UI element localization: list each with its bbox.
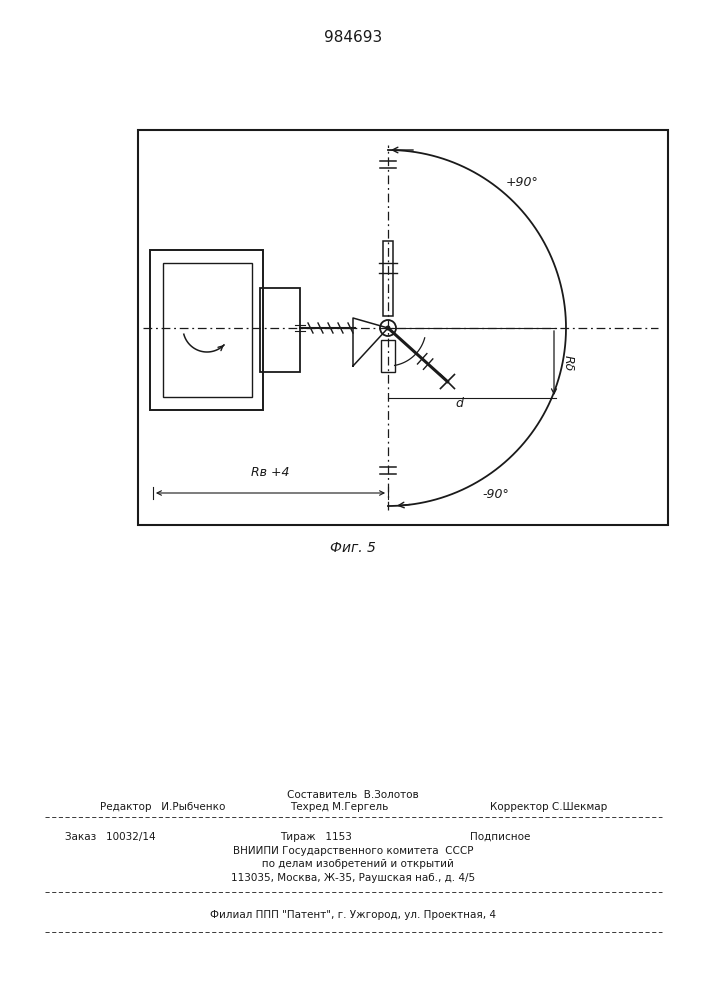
Text: Филиал ППП "Патент", г. Ужгород, ул. Проектная, 4: Филиал ППП "Патент", г. Ужгород, ул. Про…: [210, 910, 496, 920]
Bar: [163, 263, 252, 397]
Text: -90°: -90°: [482, 488, 509, 501]
Bar: [138, 130, 668, 525]
Text: d: d: [455, 397, 463, 410]
Text: Редактор   И.Рыбченко: Редактор И.Рыбченко: [100, 802, 226, 812]
Text: +90°: +90°: [506, 176, 538, 189]
Text: 113035, Москва, Ж-35, Раушская наб., д. 4/5: 113035, Москва, Ж-35, Раушская наб., д. …: [231, 873, 475, 883]
Text: ВНИИПИ Государственного комитета  СССР: ВНИИПИ Государственного комитета СССР: [233, 846, 473, 856]
Text: Подписное: Подписное: [470, 832, 530, 842]
Text: Тираж   1153: Тираж 1153: [280, 832, 352, 842]
Bar: [260, 288, 300, 372]
Bar: [150, 250, 263, 410]
Text: Техред М.Гергель: Техред М.Гергель: [290, 802, 388, 812]
Text: Rв +4: Rв +4: [251, 466, 289, 479]
Text: Заказ   10032/14: Заказ 10032/14: [65, 832, 156, 842]
Bar: [383, 241, 393, 316]
Text: 984693: 984693: [324, 29, 382, 44]
Text: Фиг. 5: Фиг. 5: [330, 541, 376, 555]
Text: по делам изобретений и открытий: по делам изобретений и открытий: [252, 859, 454, 869]
Text: Корректор С.Шекмар: Корректор С.Шекмар: [490, 802, 607, 812]
Bar: [381, 340, 395, 372]
Text: Составитель  В.Золотов: Составитель В.Золотов: [287, 790, 419, 800]
Text: Rδ: Rδ: [562, 355, 575, 371]
Circle shape: [385, 326, 390, 330]
